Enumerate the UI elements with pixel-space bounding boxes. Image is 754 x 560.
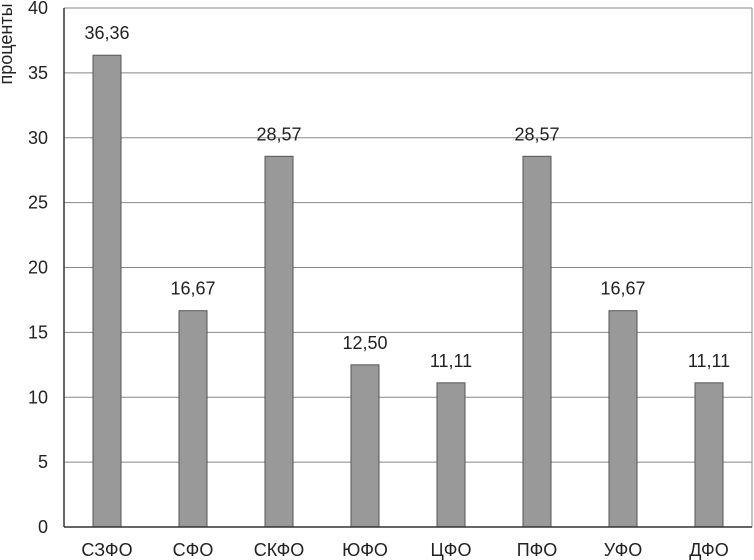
y-tick-label: 25 [28, 193, 48, 213]
data-label: 16,67 [170, 279, 215, 299]
x-tick-label: ПФО [517, 540, 558, 560]
data-label: 11,11 [688, 351, 730, 371]
data-label: 28,57 [514, 124, 559, 144]
x-axis-labels: СЗФО СФО СКФО ЮФО ЦФО ПФО УФО ДФО [81, 540, 728, 560]
data-label: 28,57 [256, 124, 301, 144]
data-labels: 36,36 16,67 28,57 12,50 11,11 28,57 16,67 11,11 [84, 23, 730, 371]
bars [92, 54, 724, 528]
x-tick-label: ЮФО [342, 540, 388, 560]
y-tick-label: 15 [28, 322, 48, 342]
data-label: 11,11 [430, 351, 472, 371]
bar [350, 364, 380, 528]
gridlines [64, 7, 753, 527]
x-tick-label: СЗФО [81, 540, 132, 560]
x-tick-label: УФО [604, 540, 643, 560]
bar [92, 54, 122, 528]
bar [608, 310, 638, 528]
y-tick-label: 40 [28, 0, 48, 18]
bar [264, 155, 294, 528]
y-tick-label: 35 [28, 63, 48, 83]
x-tick-label: СФО [173, 540, 214, 560]
y-tick-label: 0 [38, 517, 48, 537]
y-tick-label: 30 [28, 128, 48, 148]
data-label: 12,50 [342, 333, 387, 353]
x-tick-label: СКФО [254, 540, 305, 560]
bar [522, 155, 552, 528]
bar [436, 382, 466, 528]
y-tick-label: 20 [28, 258, 48, 278]
y-axis-ticks: 0 5 10 15 20 25 30 35 40 [28, 0, 48, 537]
y-tick-label: 10 [28, 387, 48, 407]
y-axis-title: проценты [0, 3, 16, 84]
y-tick-label: 5 [38, 452, 48, 472]
data-label: 36,36 [84, 23, 129, 43]
x-tick-label: ЦФО [430, 540, 471, 560]
data-label: 16,67 [600, 279, 645, 299]
x-tick-label: ДФО [689, 540, 728, 560]
bar [694, 382, 724, 528]
bar [178, 310, 208, 528]
